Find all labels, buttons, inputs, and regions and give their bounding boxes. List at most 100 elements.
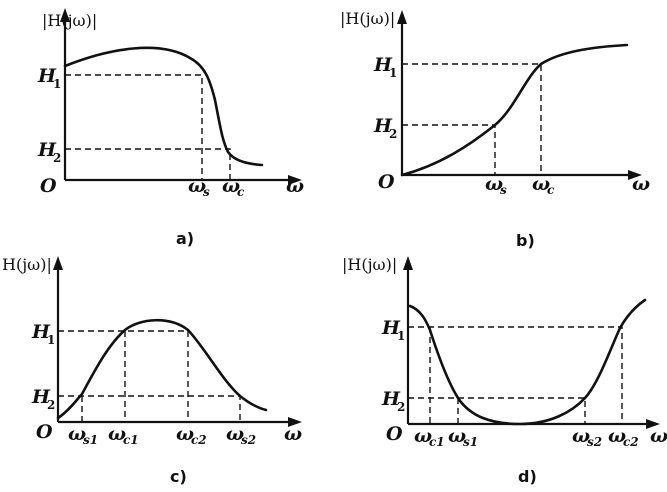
panel-b-guide-h1-wc [402,63,542,175]
panel-d-guide-h1-c2 [408,326,623,424]
svg-text:1: 1 [53,77,61,91]
panel-a-y-axis-label: |H(jω)| [42,11,97,30]
panel-c-caption: c) [170,467,187,486]
svg-text:1: 1 [47,333,55,347]
svg-text:ω: ω [226,423,244,445]
svg-text:2: 2 [397,400,405,414]
panel-d-caption: d) [518,467,537,486]
panel-c-guide-h2-s2 [58,395,241,422]
panel-b-guide-h2-ws [402,124,496,175]
svg-text:2: 2 [389,127,397,141]
svg-text:2: 2 [53,151,61,165]
svg-text:ω: ω [176,423,194,445]
svg-text:ω: ω [532,173,550,195]
svg-text:s: s [203,185,210,199]
panel-a-origin: O [40,175,57,197]
panel-a: |H(jω)| H 1 H 2 O ω s ω c ω a) [37,8,304,248]
panel-d-x-symbol: ω [650,425,667,447]
panel-c: H(jω)| H 1 H 2 O ω s1 ω c1 ω c2 ω s2 ω c… [2,255,302,486]
panel-d-x-arrow [646,419,660,429]
svg-text:ω: ω [68,423,86,445]
svg-text:H: H [373,54,393,76]
panel-c-level-h1: H 1 [31,321,55,347]
panel-b: |H(jω)| H 1 H 2 O ω s ω c ω b) [340,9,650,250]
panel-b-y-axis-label: |H(jω)| [340,9,395,28]
panel-b-x-arrow [628,170,642,180]
panel-b-x-symbol: ω [632,173,650,195]
svg-text:c: c [237,185,245,199]
panel-d-origin: O [386,423,403,445]
panel-a-response-curve [63,46,264,167]
panel-d-level-h2: H 2 [381,388,405,414]
svg-text:c: c [547,183,555,197]
svg-text:H: H [373,115,393,137]
svg-text:s: s [500,183,507,197]
panel-b-caption: b) [516,231,535,250]
svg-text:ω: ω [485,173,503,195]
panel-c-freq-wc1: ω c1 [108,423,139,447]
panel-d-freq-ws2: ω s2 [572,425,602,449]
svg-text:s1: s1 [83,433,98,447]
panel-d-y-arrow [403,256,413,270]
panel-c-x-symbol: ω [284,423,302,445]
svg-text:ω: ω [414,425,432,447]
panel-b-response-curve [400,43,629,177]
svg-text:c2: c2 [191,433,207,447]
svg-text:H: H [37,65,57,87]
panel-b-freq-ws: ω s [485,173,507,197]
panel-d-freq-ws1: ω s1 [448,425,478,449]
panel-c-x-arrow [288,417,302,427]
panel-c-freq-ws2: ω s2 [226,423,256,447]
svg-text:H: H [37,139,57,161]
panel-a-freq-ws: ω s [188,175,210,199]
panel-d-freq-wc2: ω c2 [608,425,639,449]
svg-text:ω: ω [222,175,240,197]
panel-a-caption: a) [176,229,194,248]
panel-c-y-arrow [53,256,63,270]
panel-a-x-symbol: ω [286,175,304,197]
panel-c-guide-h1-c2 [58,330,189,422]
panel-d-response-curve [408,298,647,426]
svg-text:ω: ω [608,425,626,447]
svg-text:H: H [381,388,401,410]
panel-a-x-arrow [288,175,302,185]
panel-a-freq-wc: ω c [222,175,245,199]
svg-text:c1: c1 [429,435,445,449]
svg-text:s1: s1 [463,435,478,449]
svg-text:s2: s2 [587,435,602,449]
svg-text:2: 2 [47,398,55,412]
panel-c-y-axis-label: H(jω)| [2,255,52,274]
panel-d-level-h1: H 1 [381,317,405,343]
svg-text:1: 1 [397,329,405,343]
svg-text:H: H [381,317,401,339]
svg-text:ω: ω [188,175,206,197]
panel-b-level-h2: H 2 [373,115,397,141]
svg-text:s2: s2 [241,433,256,447]
panel-c-freq-wc2: ω c2 [176,423,207,447]
panel-b-freq-wc: ω c [532,173,555,197]
panel-a-guide-h1-ws [65,74,203,180]
svg-text:H: H [31,321,51,343]
panel-a-y-arrow [60,8,70,22]
panel-d: |H(jω)| H 1 H 2 O ω c1 ω s1 ω s2 ω c2 ω … [342,255,667,486]
panel-c-origin: O [36,421,53,443]
panel-b-y-arrow [397,10,407,24]
panel-a-guide-h2-wc [65,148,231,180]
panel-a-level-h2: H 2 [37,139,61,165]
panel-c-level-h2: H 2 [31,386,55,412]
svg-text:1: 1 [389,66,397,80]
panel-a-level-h1: H 1 [37,65,61,91]
svg-text:ω: ω [572,425,590,447]
svg-text:c1: c1 [123,433,139,447]
panel-c-response-curve [56,318,268,420]
panel-b-level-h1: H 1 [373,54,397,80]
panel-d-guide-h2-s2 [408,397,586,424]
svg-text:ω: ω [108,423,126,445]
panel-d-freq-wc1: ω c1 [414,425,445,449]
svg-text:ω: ω [448,425,466,447]
panel-b-origin: O [378,171,395,193]
panel-c-freq-ws1: ω s1 [68,423,98,447]
panel-d-y-axis-label: |H(jω)| [342,255,397,274]
